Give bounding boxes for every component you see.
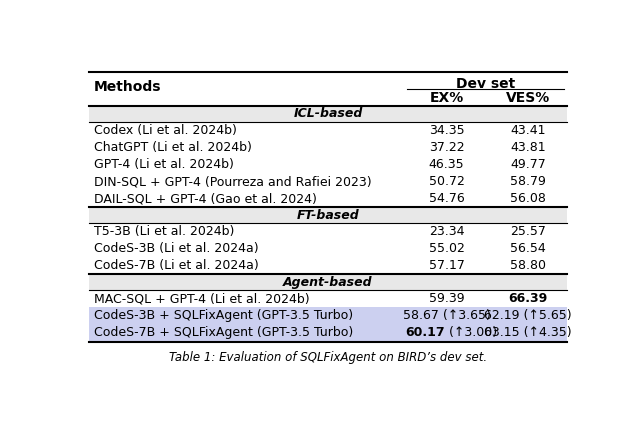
Text: Table 1: Evaluation of SQLFixAgent on BIRD’s dev set.: Table 1: Evaluation of SQLFixAgent on BI…: [169, 351, 487, 364]
Text: 59.39: 59.39: [429, 292, 465, 305]
Text: MAC-SQL + GPT-4 (Li et al. 2024b): MAC-SQL + GPT-4 (Li et al. 2024b): [94, 292, 310, 305]
Text: DAIL-SQL + GPT-4 (Gao et al. 2024): DAIL-SQL + GPT-4 (Gao et al. 2024): [94, 192, 317, 205]
Bar: [90, 307, 566, 324]
Text: CodeS-3B + SQLFixAgent (GPT-3.5 Turbo): CodeS-3B + SQLFixAgent (GPT-3.5 Turbo): [94, 309, 353, 323]
Text: 58.80: 58.80: [510, 259, 546, 272]
Text: 55.02: 55.02: [429, 242, 465, 255]
Text: ICL-based: ICL-based: [293, 107, 363, 120]
Text: Methods: Methods: [94, 81, 161, 95]
Text: 56.54: 56.54: [510, 242, 546, 255]
Text: 49.77: 49.77: [510, 158, 546, 171]
Text: ChatGPT (Li et al. 2024b): ChatGPT (Li et al. 2024b): [94, 141, 252, 154]
Text: FT-based: FT-based: [296, 209, 360, 222]
Text: CodeS-3B (Li et al. 2024a): CodeS-3B (Li et al. 2024a): [94, 242, 259, 255]
Text: CodeS-7B (Li et al. 2024a): CodeS-7B (Li et al. 2024a): [94, 259, 259, 272]
Text: CodeS-7B + SQLFixAgent (GPT-3.5 Turbo): CodeS-7B + SQLFixAgent (GPT-3.5 Turbo): [94, 326, 353, 340]
Bar: [90, 324, 566, 341]
Text: 25.57: 25.57: [510, 225, 546, 238]
Text: 54.76: 54.76: [429, 192, 465, 205]
Text: Agent-based: Agent-based: [283, 276, 373, 289]
Text: 23.34: 23.34: [429, 225, 465, 238]
Text: 56.08: 56.08: [510, 192, 546, 205]
Text: DIN-SQL + GPT-4 (Pourreza and Rafiei 2023): DIN-SQL + GPT-4 (Pourreza and Rafiei 202…: [94, 175, 372, 188]
Text: 63.15 (↑4.35): 63.15 (↑4.35): [484, 326, 572, 340]
Text: 50.72: 50.72: [429, 175, 465, 188]
Text: 34.35: 34.35: [429, 124, 465, 137]
Bar: [90, 275, 566, 290]
Text: 37.22: 37.22: [429, 141, 465, 154]
Text: GPT-4 (Li et al. 2024b): GPT-4 (Li et al. 2024b): [94, 158, 234, 171]
Bar: [90, 106, 566, 121]
Text: 60.17: 60.17: [405, 326, 445, 340]
Text: 62.19 (↑5.65): 62.19 (↑5.65): [484, 309, 572, 323]
Text: 66.39: 66.39: [508, 292, 548, 305]
Text: 43.81: 43.81: [510, 141, 546, 154]
Text: 57.17: 57.17: [429, 259, 465, 272]
Text: 58.79: 58.79: [510, 175, 546, 188]
Text: 58.67 (↑3.65): 58.67 (↑3.65): [403, 309, 490, 323]
Text: 43.41: 43.41: [510, 124, 546, 137]
Text: VES%: VES%: [506, 91, 550, 105]
Text: (↑3.00): (↑3.00): [445, 326, 497, 340]
Text: Codex (Li et al. 2024b): Codex (Li et al. 2024b): [94, 124, 237, 137]
Text: Dev set: Dev set: [456, 77, 515, 91]
Text: T5-3B (Li et al. 2024b): T5-3B (Li et al. 2024b): [94, 225, 234, 238]
Bar: [90, 207, 566, 223]
Text: 46.35: 46.35: [429, 158, 465, 171]
Text: EX%: EX%: [429, 91, 464, 105]
